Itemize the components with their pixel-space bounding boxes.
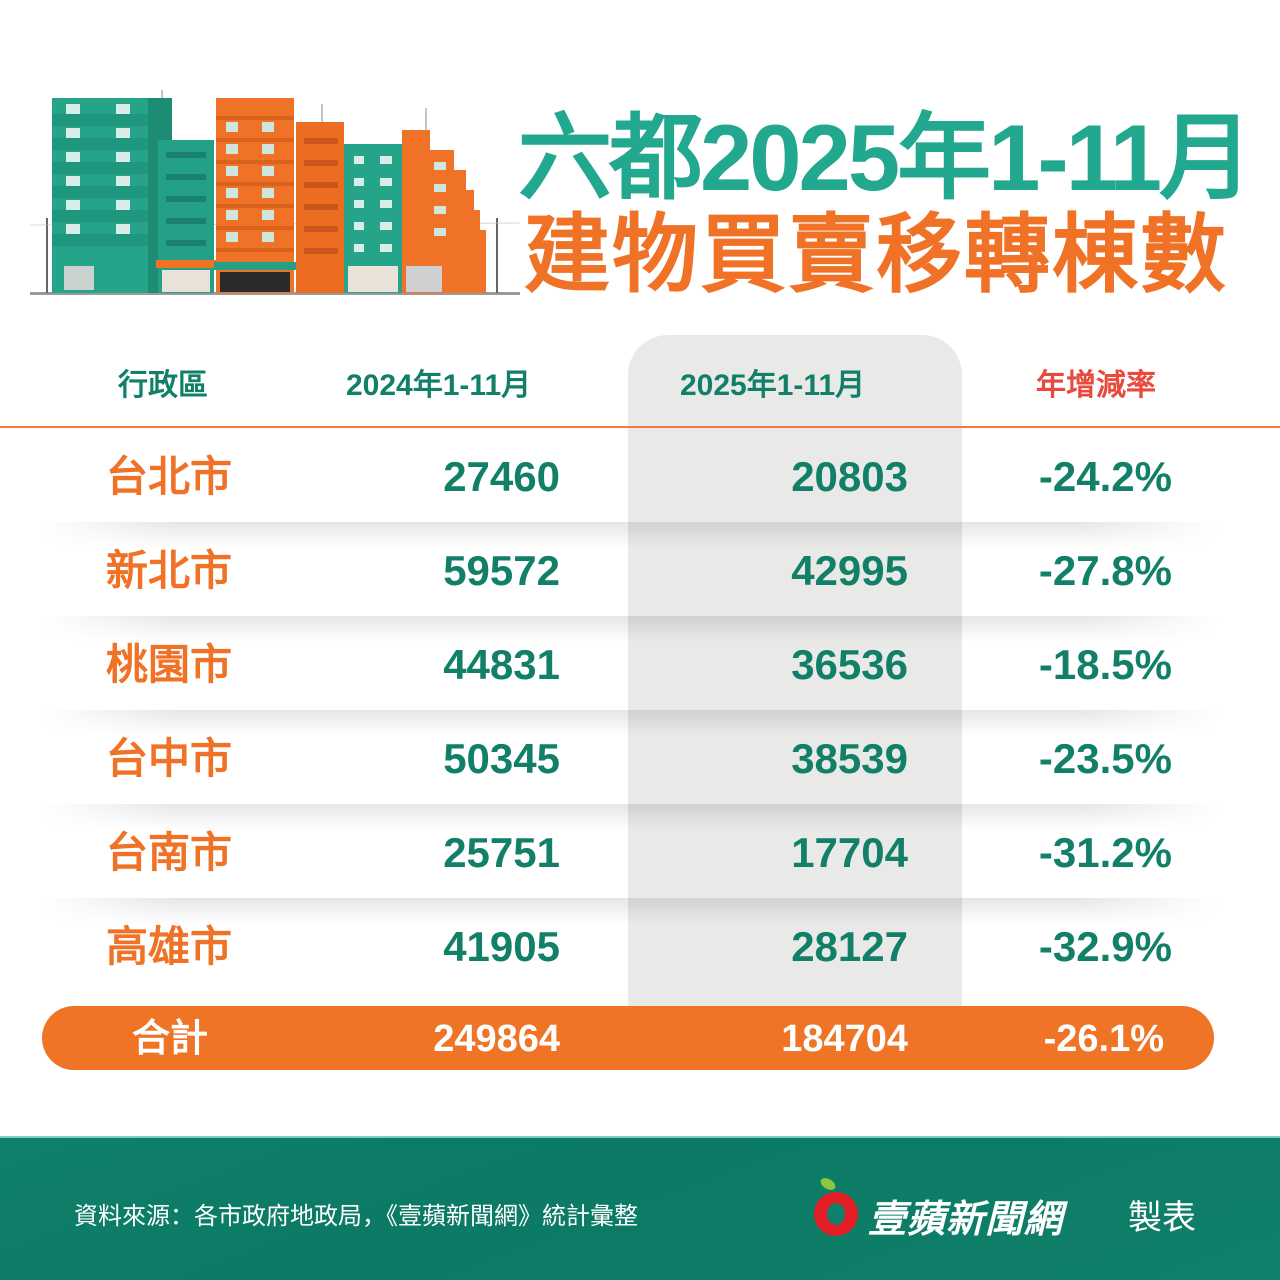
row-divider (40, 616, 1220, 642)
table-row: 高雄市 41905 28127 -32.9% (0, 898, 1280, 992)
apple-logo-icon (814, 1178, 858, 1236)
brand-name: 壹蘋新聞網 (868, 1199, 1064, 1241)
value-2024-cell: 25751 (443, 829, 560, 876)
district-cell: 台北市 (106, 453, 233, 500)
total-2025: 184704 (781, 1018, 908, 1060)
title-line-1: 六都2025年1-11月 (518, 105, 1253, 210)
row-divider (40, 522, 1220, 548)
row-divider (40, 710, 1220, 736)
value-2024-cell: 41905 (443, 923, 560, 970)
header: 六都2025年1-11月 建物買賣移轉棟數 (0, 0, 1280, 320)
data-source-text: 資料來源：各市政府地政局，《壹蘋新聞網》統計彙整 (74, 1203, 638, 1230)
apartment-buildings-illustration (30, 90, 520, 295)
value-2024-cell: 27460 (443, 453, 560, 500)
footer: 資料來源：各市政府地政局，《壹蘋新聞網》統計彙整 壹蘋新聞網 製表 (0, 1136, 1280, 1280)
value-2025-cell: 36536 (791, 641, 908, 688)
rate-cell: -18.5% (1038, 641, 1172, 688)
value-2025-cell: 38539 (791, 735, 908, 782)
column-header-district: 行政區 (118, 369, 208, 402)
total-2024: 249864 (433, 1018, 560, 1060)
row-divider (40, 804, 1220, 830)
table-row: 台中市 50345 38539 -23.5% (0, 710, 1280, 804)
rate-cell: -24.2% (1038, 453, 1172, 500)
column-header-2024: 2024年1-11月 (346, 369, 532, 402)
table-row: 新北市 59572 42995 -27.8% (0, 522, 1280, 616)
total-row: 合計 249864 184704 -26.1% (42, 1006, 1214, 1070)
highlight-column-2025 (628, 335, 962, 1007)
title-line-2: 建物買賣移轉棟數 (524, 207, 1228, 303)
district-cell: 台中市 (106, 735, 233, 782)
value-2025-cell: 42995 (791, 547, 908, 594)
brand-suffix: 製表 (1128, 1198, 1196, 1238)
total-rate: -26.1% (1043, 1018, 1164, 1060)
value-2025-cell: 28127 (791, 923, 908, 970)
brand-logo: 壹蘋新聞網 製表 (812, 1174, 1232, 1244)
district-cell: 新北市 (106, 547, 233, 594)
rate-cell: -31.2% (1038, 829, 1172, 876)
district-cell: 台南市 (106, 829, 233, 876)
table-row: 台南市 25751 17704 -31.2% (0, 804, 1280, 898)
district-cell: 桃園市 (106, 641, 233, 688)
rate-cell: -27.8% (1038, 547, 1172, 594)
value-2025-cell: 17704 (791, 829, 908, 876)
column-header-rate: 年增減率 (1036, 369, 1156, 402)
district-cell: 高雄市 (106, 923, 233, 970)
rate-cell: -23.5% (1038, 735, 1172, 782)
value-2025-cell: 20803 (791, 453, 908, 500)
table-row: 桃園市 44831 36536 -18.5% (0, 616, 1280, 710)
column-header-2025: 2025年1-11月 (680, 369, 866, 402)
table-body: 台北市 27460 20803 -24.2% 新北市 59572 42995 -… (0, 428, 1280, 992)
table-row: 台北市 27460 20803 -24.2% (0, 428, 1280, 522)
row-divider (40, 898, 1220, 924)
value-2024-cell: 50345 (443, 735, 560, 782)
total-label: 合計 (132, 1018, 209, 1060)
header-divider (0, 426, 1280, 428)
value-2024-cell: 59572 (443, 547, 560, 594)
rate-cell: -32.9% (1038, 923, 1172, 970)
table-header: 行政區 2024年1-11月 2025年1-11月 年增減率 (0, 340, 1280, 426)
value-2024-cell: 44831 (443, 641, 560, 688)
